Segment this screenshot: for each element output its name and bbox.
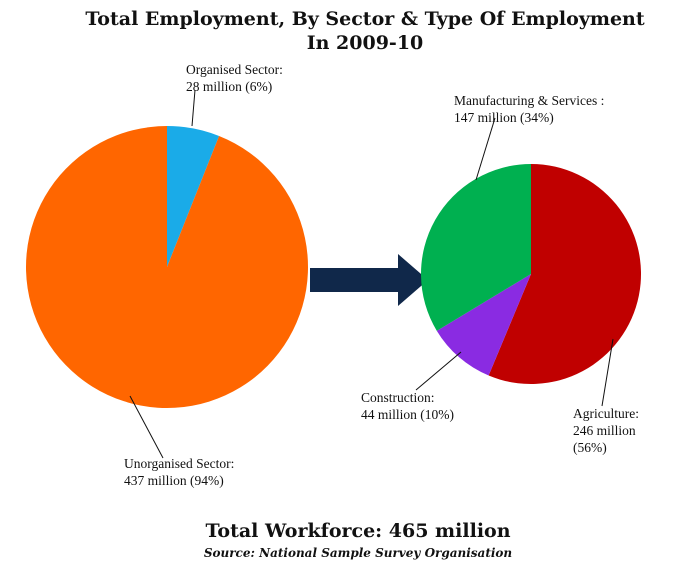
type-pie	[420, 164, 642, 384]
label-manufacturing-value: 147 million (34%)	[454, 110, 554, 125]
label-manufacturing-name: Manufacturing & Services :	[454, 93, 604, 108]
label-organised-name: Organised Sector:	[186, 62, 283, 77]
leader-line-organised	[191, 89, 196, 127]
label-agriculture-value-line2: (56%)	[573, 440, 607, 455]
leader-line-construction	[415, 351, 462, 391]
total-workforce-label: Total Workforce: 465 million	[205, 520, 510, 542]
leader-line-agriculture	[601, 338, 614, 407]
sector-pie	[26, 125, 309, 408]
leader-line-unorganised	[129, 395, 164, 459]
label-agriculture-value-line1: 246 million	[573, 423, 636, 438]
label-unorganised-name: Unorganised Sector:	[124, 456, 234, 471]
label-agriculture-name: Agriculture:	[573, 406, 639, 421]
label-unorganised-value: 437 million (94%)	[124, 473, 224, 488]
label-construction-name: Construction:	[361, 390, 435, 405]
arrow-icon	[310, 254, 428, 306]
pie-slice-unorganised	[26, 125, 309, 408]
pie-slice-organised	[167, 126, 220, 267]
label-construction-value: 44 million (10%)	[361, 407, 454, 422]
chart-title-line-2: In 2009-10	[307, 32, 424, 54]
leader-line-manufacturing	[475, 117, 496, 181]
label-organised-value: 28 million (6%)	[186, 79, 272, 94]
source-note: Source: National Sample Survey Organisat…	[204, 546, 512, 560]
pie-slice-manufacturing	[420, 164, 531, 331]
pie-slice-agriculture	[488, 164, 642, 384]
pie-slice-construction	[436, 274, 531, 376]
chart-title-line-1: Total Employment, By Sector & Type Of Em…	[85, 8, 645, 30]
